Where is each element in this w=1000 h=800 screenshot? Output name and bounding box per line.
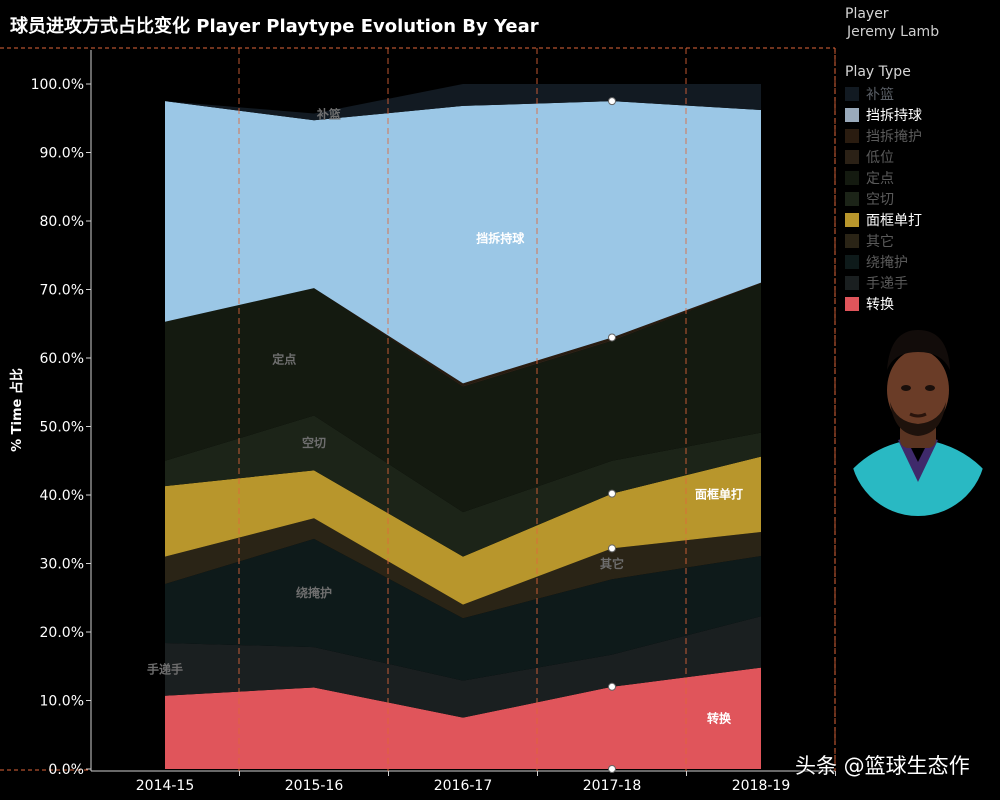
y-tick-label-8: 80.0% <box>40 214 84 230</box>
legend-item-2[interactable]: 挡拆掩护 <box>845 125 995 146</box>
x-tick-label-2: 2016-17 <box>434 778 493 794</box>
legend-label-1: 挡拆持球 <box>866 107 922 124</box>
legend-items: 补篮挡拆持球挡拆掩护低位定点空切面框单打其它绕掩护手递手转换 <box>845 83 995 314</box>
x-axis-ticks: 2014-15 2015-16 2016-17 2017-18 2018-19 <box>136 771 836 794</box>
area-label-1: 手递手 <box>147 661 183 676</box>
legend-item-0[interactable]: 补篮 <box>845 83 995 104</box>
legend-item-7[interactable]: 其它 <box>845 230 995 251</box>
legend-swatch-7 <box>845 233 859 248</box>
x-tick-label-1: 2015-16 <box>285 778 344 794</box>
legend-label-5: 空切 <box>866 191 894 208</box>
y-tick-label-6: 60.0% <box>40 351 84 367</box>
area-1 <box>165 616 761 718</box>
area-6 <box>165 283 761 513</box>
y-tick-label-1: 10.0% <box>40 694 84 710</box>
y-tick-label-2: 20.0% <box>40 625 84 641</box>
legend-player-label: Player <box>845 6 889 22</box>
legend-item-3[interactable]: 低位 <box>845 146 995 167</box>
area-9 <box>165 101 761 384</box>
legend-swatch-0 <box>845 86 859 101</box>
legend-label-9: 手递手 <box>866 275 908 292</box>
area-5 <box>165 415 761 557</box>
y-tick-label-7: 70.0% <box>40 283 84 299</box>
highlight-point-2[interactable] <box>608 544 616 553</box>
y-tick-label-10: 100.0% <box>31 77 84 93</box>
legend-swatch-4 <box>845 170 859 185</box>
legend-swatch-3 <box>845 149 859 164</box>
highlight-points <box>608 97 616 773</box>
area-10 <box>165 84 761 121</box>
area-2 <box>165 538 761 681</box>
y-tick-label-0: 0.0% <box>48 762 84 778</box>
legend-label-2: 挡拆掩护 <box>866 128 922 145</box>
y-axis-label: % Time 占比 <box>9 368 25 452</box>
legend-swatch-5 <box>845 191 859 206</box>
area-layers <box>165 84 761 769</box>
watermark: 头条 @篮球生态作 <box>795 754 970 778</box>
area-label-9: 挡拆持球 <box>476 230 525 245</box>
area-label-4: 面框单打 <box>695 486 743 501</box>
legend-swatch-10 <box>845 296 859 311</box>
season-divider-lines <box>238 48 836 771</box>
legend-swatch-1 <box>845 107 859 122</box>
area-label-0: 转换 <box>707 710 732 725</box>
legend-label-3: 低位 <box>866 149 894 166</box>
player-headshot-icon <box>850 330 986 516</box>
legend-item-1[interactable]: 挡拆持球 <box>845 104 995 125</box>
y-tick-label-9: 90.0% <box>40 146 84 162</box>
legend-swatch-2 <box>845 128 859 143</box>
legend-item-4[interactable]: 定点 <box>845 167 995 188</box>
legend-label-10: 转换 <box>866 296 894 313</box>
legend-swatch-6 <box>845 212 859 227</box>
chart-title: 球员进攻方式占比变化 Player Playtype Evolution By … <box>10 16 539 37</box>
highlight-point-4[interactable] <box>608 333 616 342</box>
area-0 <box>165 667 761 769</box>
legend-panel: Player Jeremy Lamb Play Type 补篮挡拆持球挡拆掩护低… <box>845 6 995 314</box>
y-axis-ticks: 0.0% 10.0% 20.0% 30.0% 40.0% 50.0% 60.0% 70.0% 8… <box>31 77 91 778</box>
legend-swatch-9 <box>845 275 859 290</box>
legend-label-0: 补篮 <box>866 86 894 103</box>
x-tick-label-0: 2014-15 <box>136 778 195 794</box>
stacked-area-chart: 0.0% 10.0% 20.0% 30.0% 40.0% 50.0% 60.0% 70.0% 8… <box>0 47 836 794</box>
legend-label-7: 其它 <box>866 233 894 250</box>
area-3 <box>165 518 761 619</box>
area-label-10: 补篮 <box>316 107 341 122</box>
highlight-point-0[interactable] <box>608 765 616 773</box>
legend-item-6[interactable]: 面框单打 <box>845 209 995 230</box>
legend-label-4: 定点 <box>866 170 894 187</box>
area-labels: 转换 手递手 绕掩护 其它 面框单打 空切 定点 挡拆持球 补篮 <box>147 107 743 726</box>
legend-label-8: 绕掩护 <box>866 254 908 271</box>
area-label-5: 空切 <box>302 435 326 450</box>
legend-swatch-8 <box>845 254 859 269</box>
x-tick-label-4: 2018-19 <box>732 778 791 794</box>
legend-playtype-label: Play Type <box>845 64 911 80</box>
legend-item-10[interactable]: 转换 <box>845 293 995 314</box>
y-tick-label-3: 30.0% <box>40 557 84 573</box>
legend-item-5[interactable]: 空切 <box>845 188 995 209</box>
area-label-6: 定点 <box>272 352 296 367</box>
area-label-2: 绕掩护 <box>296 585 332 600</box>
x-tick-label-3: 2017-18 <box>583 778 642 794</box>
y-tick-label-5: 50.0% <box>40 420 84 436</box>
highlight-point-1[interactable] <box>608 682 616 691</box>
highlight-point-3[interactable] <box>608 489 616 498</box>
y-tick-label-4: 40.0% <box>40 488 84 504</box>
legend-label-6: 面框单打 <box>866 212 922 229</box>
legend-item-9[interactable]: 手递手 <box>845 272 995 293</box>
area-label-3: 其它 <box>600 556 624 571</box>
legend-item-8[interactable]: 绕掩护 <box>845 251 995 272</box>
legend-player-name[interactable]: Jeremy Lamb <box>847 24 940 40</box>
highlight-point-5[interactable] <box>608 97 616 106</box>
